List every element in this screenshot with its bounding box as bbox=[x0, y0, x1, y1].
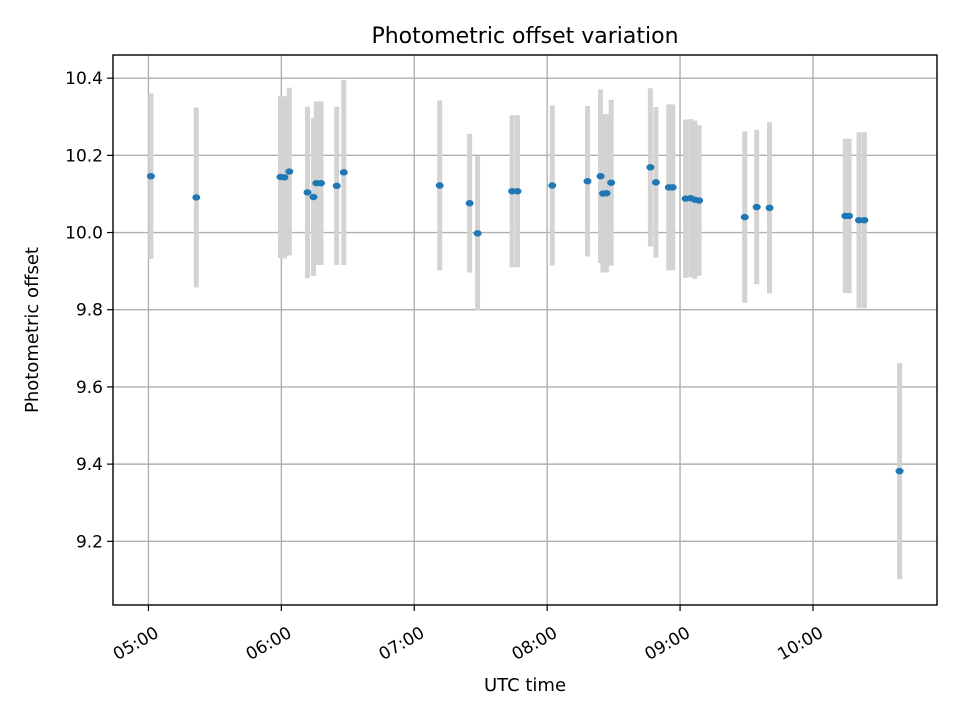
data-point bbox=[895, 467, 904, 475]
data-point bbox=[596, 172, 605, 180]
data-point bbox=[583, 178, 592, 185]
data-point bbox=[651, 179, 660, 186]
y-tick-label: 9.8 bbox=[76, 301, 103, 321]
data-point bbox=[146, 172, 155, 180]
y-axis-label: Photometric offset bbox=[22, 247, 43, 413]
data-point bbox=[303, 189, 312, 196]
data-point bbox=[740, 213, 749, 221]
data-point bbox=[695, 197, 704, 204]
data-point bbox=[602, 189, 611, 197]
data-point bbox=[435, 182, 444, 189]
data-point bbox=[280, 174, 289, 181]
x-tick-label: 08:00 bbox=[509, 623, 561, 665]
data-point bbox=[285, 168, 294, 175]
data-point bbox=[316, 179, 325, 187]
x-tick-label: 05:00 bbox=[110, 623, 162, 665]
data-point bbox=[668, 184, 677, 191]
y-tick-label: 9.6 bbox=[76, 378, 103, 398]
y-tick-label: 10.2 bbox=[65, 146, 103, 166]
data-point bbox=[548, 182, 557, 189]
data-point bbox=[765, 204, 774, 212]
data-point bbox=[513, 188, 522, 195]
data-point bbox=[646, 164, 655, 171]
point-layer bbox=[146, 164, 904, 475]
y-tick-label: 9.2 bbox=[76, 532, 103, 552]
plot-frame bbox=[112, 54, 938, 606]
x-tick-label: 07:00 bbox=[376, 623, 428, 665]
data-point bbox=[332, 182, 341, 190]
data-point bbox=[465, 200, 474, 207]
data-point bbox=[752, 203, 761, 211]
y-tick-label: 10.0 bbox=[65, 224, 103, 244]
x-tick-label: 10:00 bbox=[774, 623, 826, 665]
x-axis-label: UTC time bbox=[484, 675, 566, 696]
data-point bbox=[845, 212, 854, 220]
y-tick-label: 10.4 bbox=[65, 69, 103, 89]
y-tick-label: 9.4 bbox=[76, 455, 103, 475]
tick-layer: 05:00 06:00 07:00 08:00 09:00 10:00 9.2 9.4 9.6 9… bbox=[65, 69, 827, 665]
chart-title: Photometric offset variation bbox=[371, 24, 678, 49]
data-point bbox=[860, 216, 869, 224]
data-point bbox=[339, 169, 348, 176]
data-point bbox=[473, 230, 482, 237]
data-point bbox=[607, 179, 616, 186]
x-tick-label: 06:00 bbox=[243, 623, 295, 665]
data-point bbox=[309, 193, 318, 201]
data-point bbox=[192, 194, 201, 201]
errorbar-layer bbox=[148, 79, 903, 580]
x-tick-label: 09:00 bbox=[641, 623, 693, 665]
grid-layer bbox=[113, 55, 937, 605]
